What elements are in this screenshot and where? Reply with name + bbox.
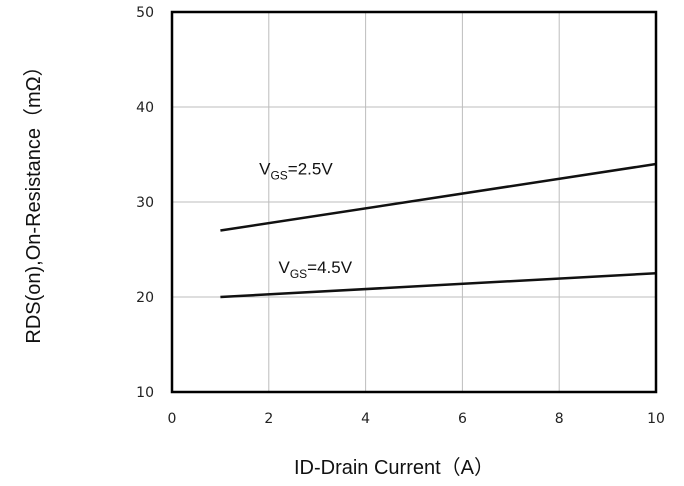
- series-label-1: VGS=4.5V: [278, 258, 352, 281]
- plot-frame: [170, 10, 658, 394]
- x-tick-label: 6: [458, 411, 467, 427]
- series-lines: [220, 162, 657, 299]
- x-tick-label: 8: [555, 411, 564, 427]
- x-tick-label: 4: [361, 411, 370, 427]
- y-tick-label: 50: [136, 5, 154, 21]
- x-tick-label: 0: [168, 411, 177, 427]
- x-axis-title: ID-Drain Current（A）: [294, 456, 494, 479]
- y-tick-label: 40: [136, 100, 154, 116]
- y-axis-title: RDS(on),On-Resistance（mΩ）: [22, 56, 45, 343]
- series-line-0: [220, 162, 657, 232]
- series-labels: VGS=2.5V VGS=4.5V: [259, 160, 353, 282]
- y-tick-labels: 10 20 30 40 50: [136, 5, 154, 401]
- y-tick-label: 30: [136, 195, 154, 211]
- y-tick-label: 20: [136, 290, 154, 306]
- x-tick-label: 10: [647, 411, 665, 427]
- y-tick-label: 10: [136, 385, 154, 401]
- series-label-0: VGS=2.5V: [259, 160, 333, 183]
- series-line-1: [220, 272, 657, 299]
- x-tick-label: 2: [264, 411, 273, 427]
- x-tick-labels: 0 2 4 6 8 10: [168, 411, 665, 427]
